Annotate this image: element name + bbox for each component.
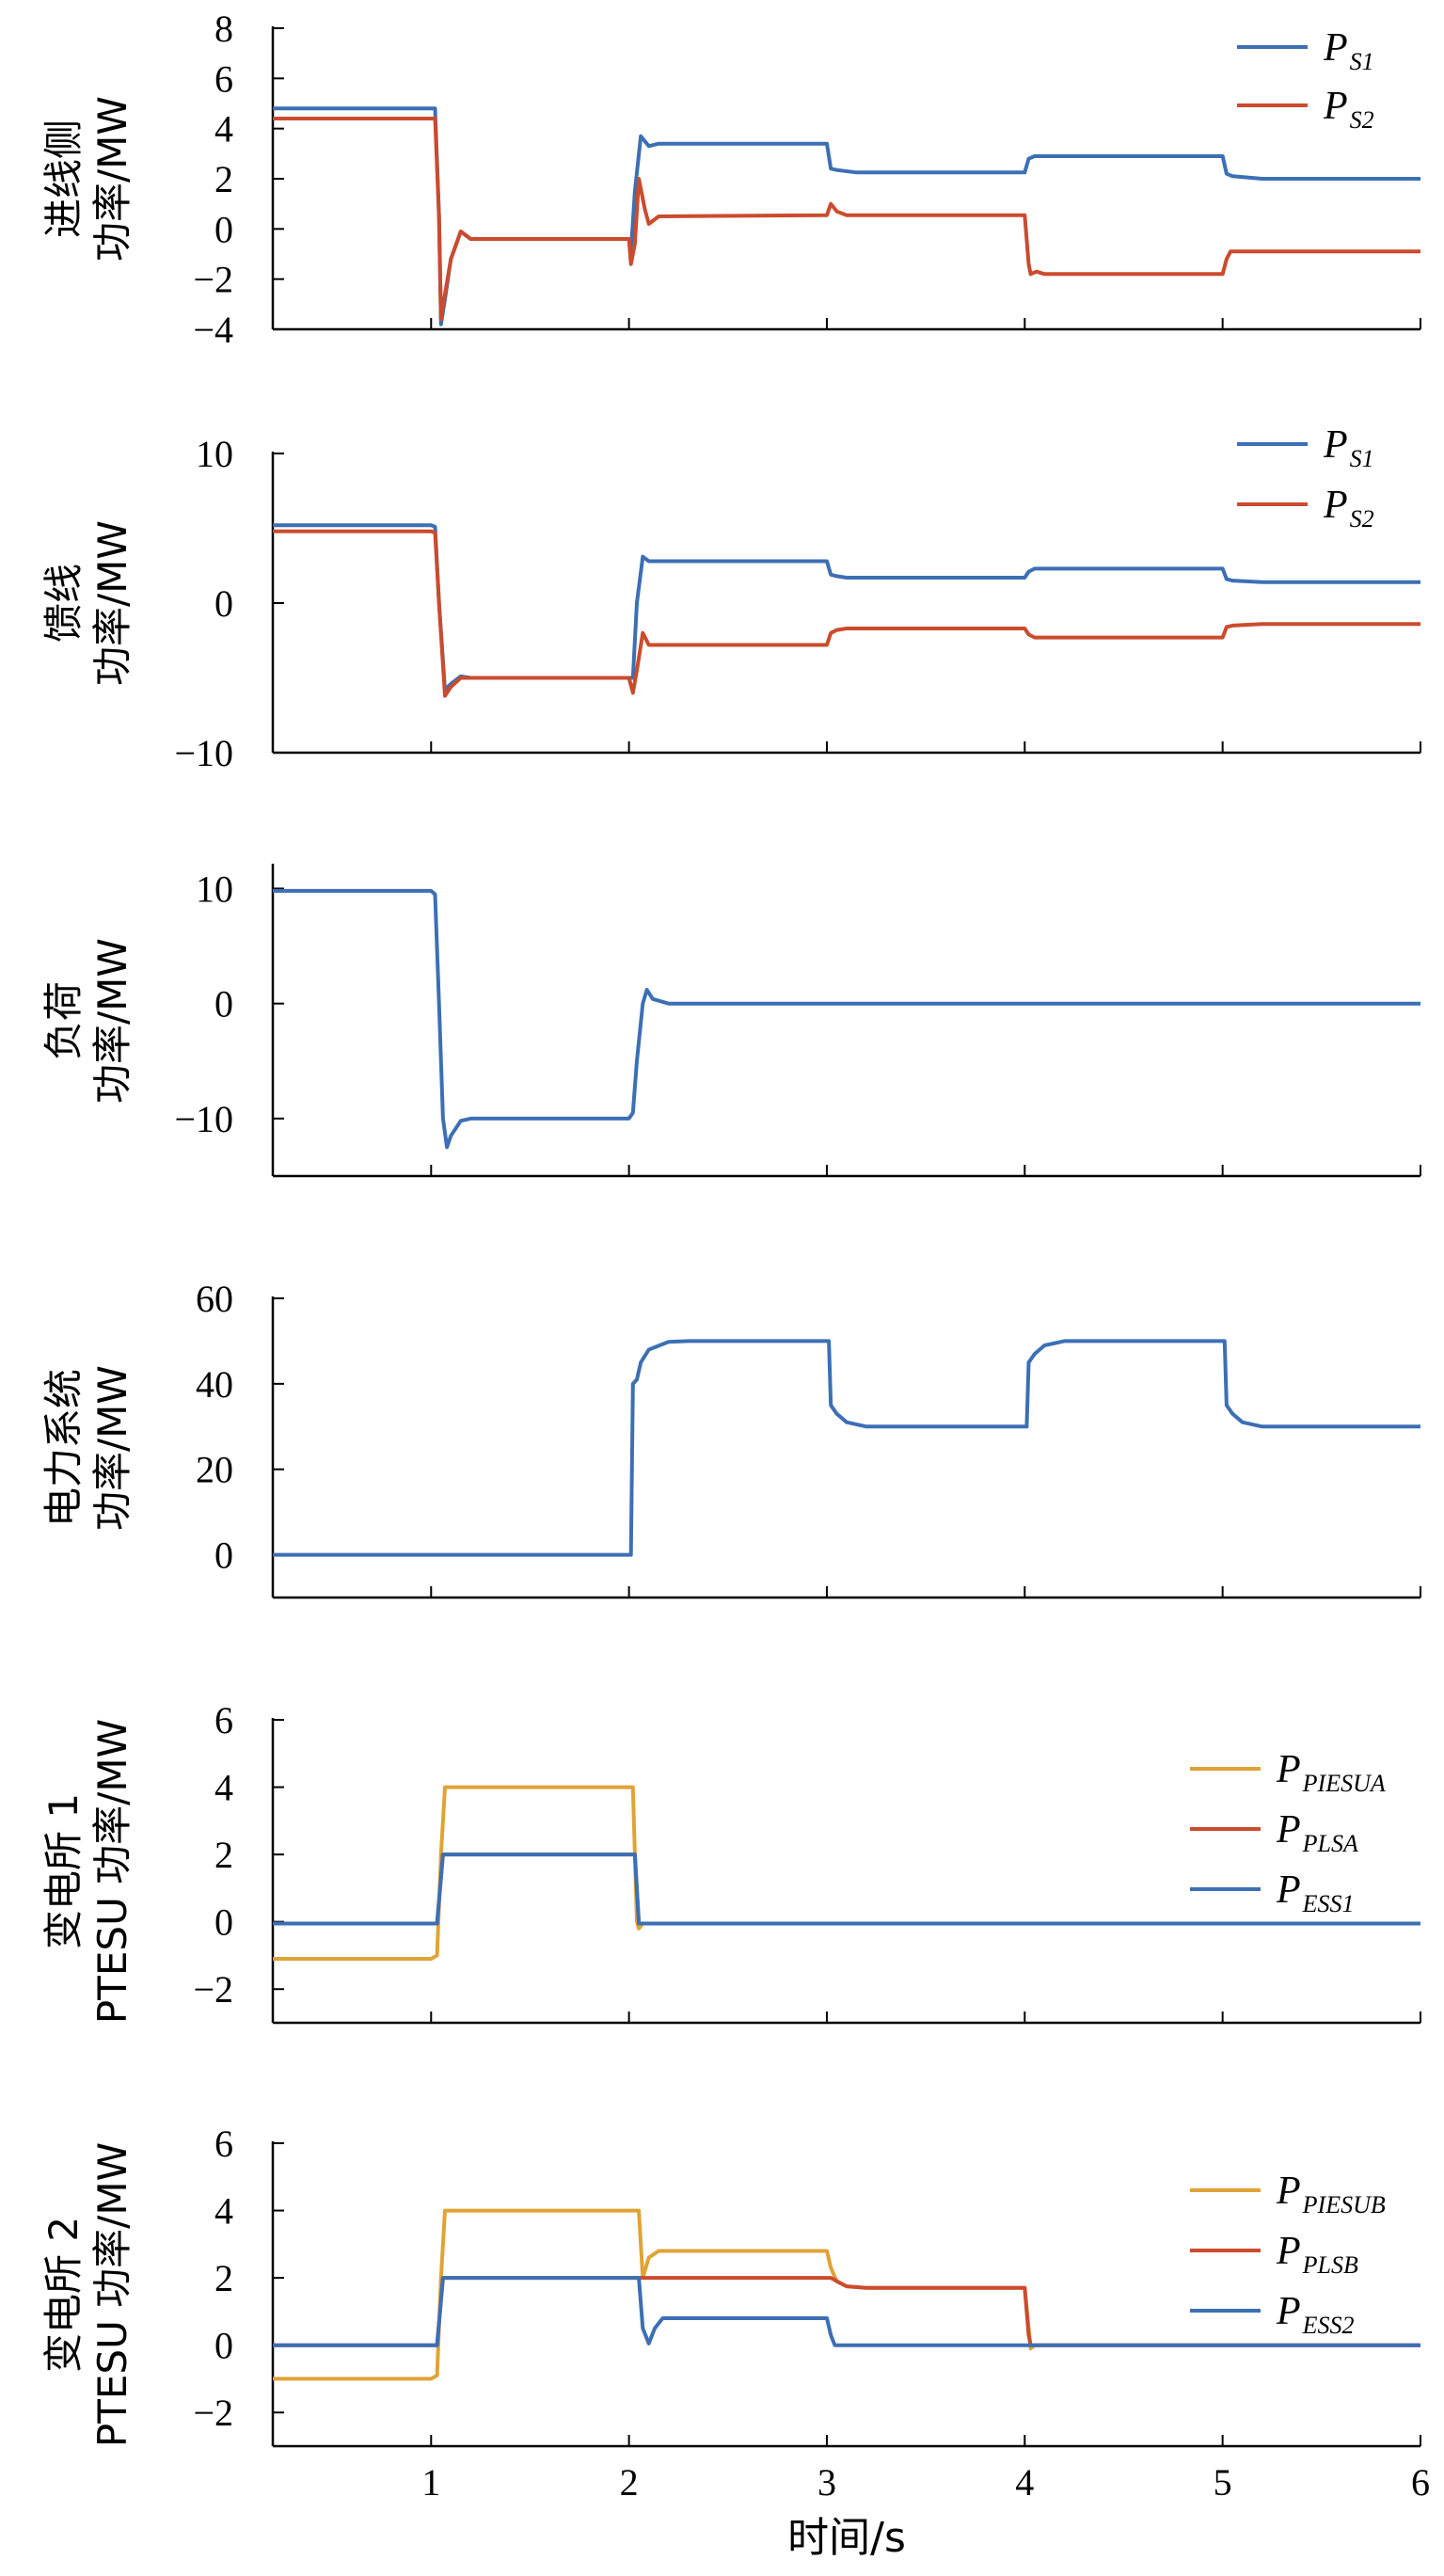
y-tick-label: 2 [214,2257,233,2299]
y-tick-label: 4 [214,2190,233,2233]
legend-label: PS2 [1323,85,1374,134]
series-line-s2 [273,117,1420,322]
y-tick-label: 6 [214,1699,233,1741]
x-axis-label: 时间/s [787,2514,906,2562]
y-tick-label: 10 [196,433,233,475]
y-axis-label: 功率/MW [89,1365,135,1531]
y-axis-label: 电力系统 [40,1369,87,1527]
legend-subscript: ESS2 [1302,2312,1355,2339]
legend-subscript: PIESUA [1302,1770,1386,1797]
x-tick-label: 6 [1411,2461,1430,2504]
y-tick-label: 10 [196,867,233,910]
y-tick-label: −2 [193,1968,233,2011]
series-line-piesub [273,2208,1420,2381]
y-axis-label: 功率/MW [89,520,135,686]
legend-label: PPLSB [1276,2230,1358,2279]
y-tick-label: −2 [193,2392,233,2434]
y-tick-label: 0 [214,1534,233,1577]
y-axis-label: 功率/MW [89,938,135,1104]
x-tick-label: 5 [1214,2461,1232,2504]
legend-label: PESS2 [1276,2290,1355,2339]
legend-label: PPIESUB [1276,2170,1386,2218]
y-tick-label: 40 [196,1363,233,1406]
x-tick-label: 1 [421,2461,440,2504]
legend-subscript: PIESUB [1302,2191,1386,2218]
y-tick-label: 0 [214,1901,233,1944]
y-tick-label: 6 [214,57,233,100]
y-axis-label: 负荷 [40,981,87,1060]
y-axis-label: 进线侧 [40,119,87,238]
y-tick-label: −2 [193,259,233,301]
legend-label: PS1 [1323,423,1374,472]
legend-label: PS1 [1323,26,1374,75]
y-tick-label: 2 [214,158,233,200]
y-axis-label: 馈线 [40,564,87,643]
legend-subscript: PLSA [1302,1830,1358,1857]
x-tick-label: 2 [620,2461,639,2504]
y-tick-label: 4 [214,1767,233,1809]
y-axis-label: PTESU 功率/MW [89,1719,135,2024]
x-tick-label: 3 [817,2461,836,2504]
x-tick-label: 4 [1015,2461,1034,2504]
y-tick-label: 0 [214,983,233,1026]
y-tick-label: 0 [214,2325,233,2367]
legend-subscript: ESS1 [1302,1890,1355,1917]
legend-subscript: S1 [1350,445,1374,472]
series-line-ess1 [273,1852,1420,1926]
y-tick-label: −10 [174,1098,233,1140]
legend-subscript: S2 [1350,106,1374,134]
y-tick-label: 2 [214,1834,233,1876]
y-tick-label: 0 [214,582,233,625]
y-tick-label: 0 [214,208,233,250]
legend-label: PPLSA [1276,1808,1358,1857]
series-line-load [273,888,1420,1150]
y-tick-label: 60 [196,1278,233,1320]
y-axis-label: 功率/MW [89,96,135,262]
legend-subscript: S1 [1350,48,1374,75]
series-line-load [273,1339,1420,1557]
y-axis-label: PTESU 功率/MW [89,2142,135,2447]
y-tick-label: 4 [214,108,233,151]
legend-subscript: S2 [1350,505,1374,533]
y-tick-label: 8 [214,8,233,50]
series-line-ess2 [273,2276,1420,2347]
y-tick-label: 6 [214,2123,233,2165]
y-tick-label: 20 [196,1449,233,1491]
series-line-s2 [273,529,1420,698]
y-tick-label: −10 [174,732,233,774]
legend-label: PPIESUA [1276,1748,1386,1797]
y-tick-label: −4 [193,309,233,351]
series-line-s1 [273,523,1420,692]
legend-label: PS2 [1323,484,1374,533]
legend-subscript: PLSB [1302,2251,1358,2279]
y-axis-label: 变电所 1 [40,1793,87,1949]
legend-label: PESS1 [1276,1868,1355,1917]
series-line-piesua [273,1785,1420,1961]
y-axis-label: 变电所 2 [40,2217,87,2373]
